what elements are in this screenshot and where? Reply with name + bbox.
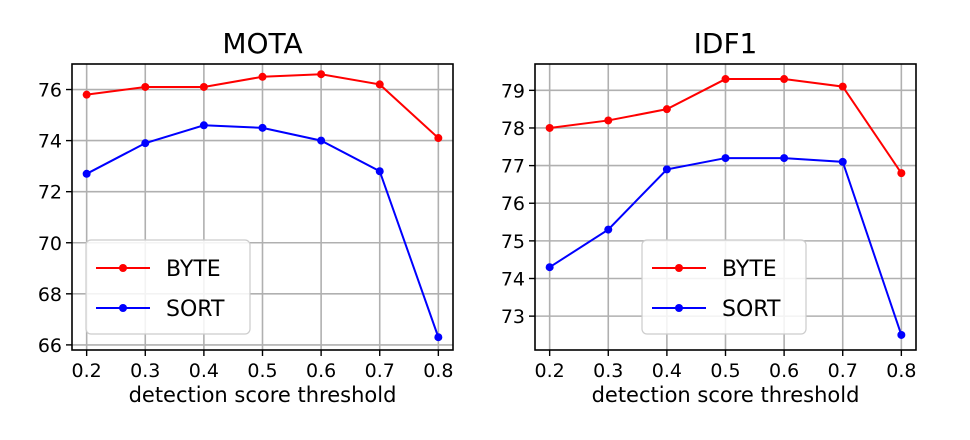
data-point-sort (780, 154, 789, 163)
x-tick-label: 0.8 (423, 360, 453, 382)
data-point-sort (82, 169, 91, 178)
data-point-sort (662, 165, 671, 174)
legend: BYTE SORT (85, 239, 251, 335)
data-point-byte (317, 70, 326, 79)
data-point-sort (897, 330, 906, 339)
legend-label-sort: SORT (166, 297, 225, 322)
legend-box (641, 239, 807, 335)
data-point-sort (838, 157, 847, 166)
data-point-byte (82, 90, 91, 99)
data-point-sort (258, 123, 267, 132)
legend: BYTE SORT (641, 239, 807, 335)
data-point-byte (199, 82, 208, 91)
x-axis-label: detection score threshold (129, 383, 397, 407)
data-point-byte (545, 123, 554, 132)
legend-box (85, 239, 251, 335)
chart-mota: 0.2 0.3 0.4 0.5 0.6 0.7 0.8 66 68 70 72 74 76 MOTA det… (38, 27, 454, 407)
legend-marker-byte (675, 264, 683, 272)
y-tick-label: 77 (501, 156, 525, 178)
y-tick-label: 70 (38, 233, 62, 255)
legend-label-byte: BYTE (166, 257, 221, 282)
data-point-byte (258, 72, 267, 81)
y-tick-label: 75 (501, 231, 525, 253)
chart-idf1: 0.2 0.3 0.4 0.5 0.6 0.7 0.8 73 74 75 76 77 78 79 IDF1 d… (501, 27, 917, 407)
x-tick-label: 0.7 (365, 360, 395, 382)
y-tick-label: 76 (501, 193, 525, 215)
y-tick-label: 76 (38, 80, 62, 102)
legend-marker-byte (119, 264, 127, 272)
legend-label-sort: SORT (722, 297, 781, 322)
x-tick-label: 0.2 (72, 360, 102, 382)
y-tick-label: 74 (501, 269, 525, 291)
x-tick-label: 0.4 (652, 360, 682, 382)
grid (535, 64, 916, 350)
x-tick-label: 0.6 (769, 360, 799, 382)
data-point-sort (545, 263, 554, 272)
legend-marker-sort (675, 304, 683, 312)
chart-title: MOTA (222, 27, 302, 60)
y-tick-label: 68 (38, 284, 62, 306)
data-point-byte (780, 75, 789, 84)
data-point-byte (141, 82, 150, 91)
x-tick-label: 0.6 (306, 360, 336, 382)
x-tick-label: 0.7 (828, 360, 858, 382)
x-tick-label: 0.5 (247, 360, 277, 382)
y-tick-label: 74 (38, 131, 62, 153)
data-point-byte (604, 116, 613, 125)
data-point-byte (375, 80, 384, 89)
legend-label-byte: BYTE (722, 257, 777, 282)
legend-marker-sort (119, 304, 127, 312)
data-point-byte (662, 105, 671, 114)
x-tick-label: 0.2 (535, 360, 565, 382)
data-point-sort (199, 121, 208, 130)
data-point-sort (604, 225, 613, 234)
x-tick-label: 0.4 (189, 360, 219, 382)
grid (72, 64, 453, 350)
y-tick-label: 73 (501, 306, 525, 328)
data-point-byte (434, 134, 443, 143)
x-axis-label: detection score threshold (592, 383, 860, 407)
data-point-sort (317, 136, 326, 145)
y-tick-label: 79 (501, 80, 525, 102)
data-point-sort (375, 167, 384, 176)
data-point-byte (721, 75, 730, 84)
data-point-byte (897, 169, 906, 178)
data-point-sort (721, 154, 730, 163)
data-point-sort (434, 333, 443, 342)
x-tick-label: 0.5 (710, 360, 740, 382)
chart-title: IDF1 (694, 27, 758, 60)
data-point-byte (838, 82, 847, 91)
data-point-sort (141, 139, 150, 148)
x-tick-label: 0.3 (130, 360, 160, 382)
y-tick-label: 72 (38, 182, 62, 204)
y-tick-label: 78 (501, 118, 525, 140)
y-tick-label: 66 (38, 335, 62, 357)
x-tick-label: 0.3 (593, 360, 623, 382)
x-tick-label: 0.8 (886, 360, 916, 382)
